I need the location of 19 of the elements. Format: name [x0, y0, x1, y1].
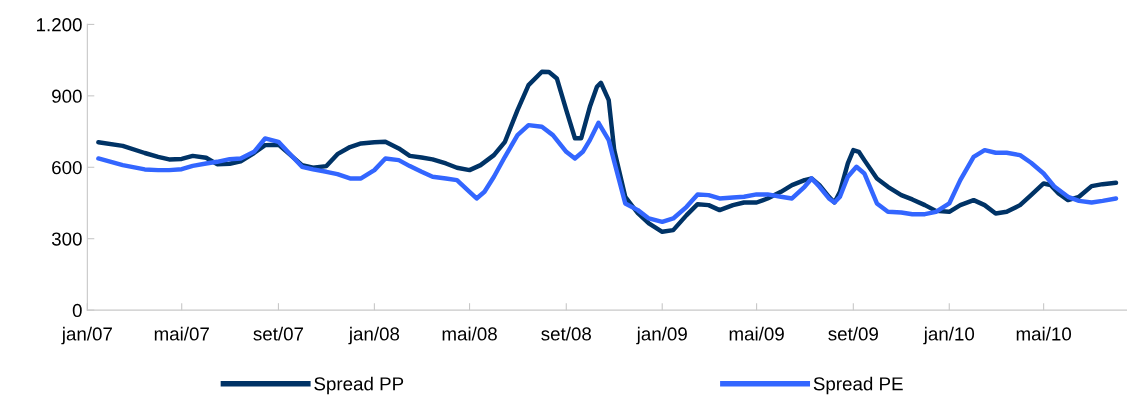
x-tick-label: mai/10 [1016, 326, 1072, 341]
x-tick-label: set/09 [828, 326, 878, 341]
x-tick-label: jan/08 [348, 326, 400, 345]
x-tick-label: jan/09 [636, 326, 687, 345]
x-tick-label: set/07 [253, 326, 304, 341]
y-tick-label: 900 [52, 89, 82, 103]
y-tick-label: 300 [51, 232, 82, 246]
x-tick-label: jan/07 [61, 326, 112, 345]
y-tick-label: 1.200 [37, 18, 82, 32]
y-tick-label: 0 [72, 303, 82, 318]
x-tick-label: mai/09 [729, 326, 784, 341]
x-tick-label: mai/07 [154, 326, 209, 341]
y-tick-label: 600 [52, 160, 82, 175]
legend-label: Spread PE [813, 376, 903, 395]
x-tick-label: jan/10 [923, 326, 975, 345]
line-series [96, 120, 1119, 225]
x-tick-label: mai/08 [442, 326, 497, 341]
x-tick-label: set/08 [541, 326, 591, 341]
legend-label: Spread PP [314, 376, 404, 395]
